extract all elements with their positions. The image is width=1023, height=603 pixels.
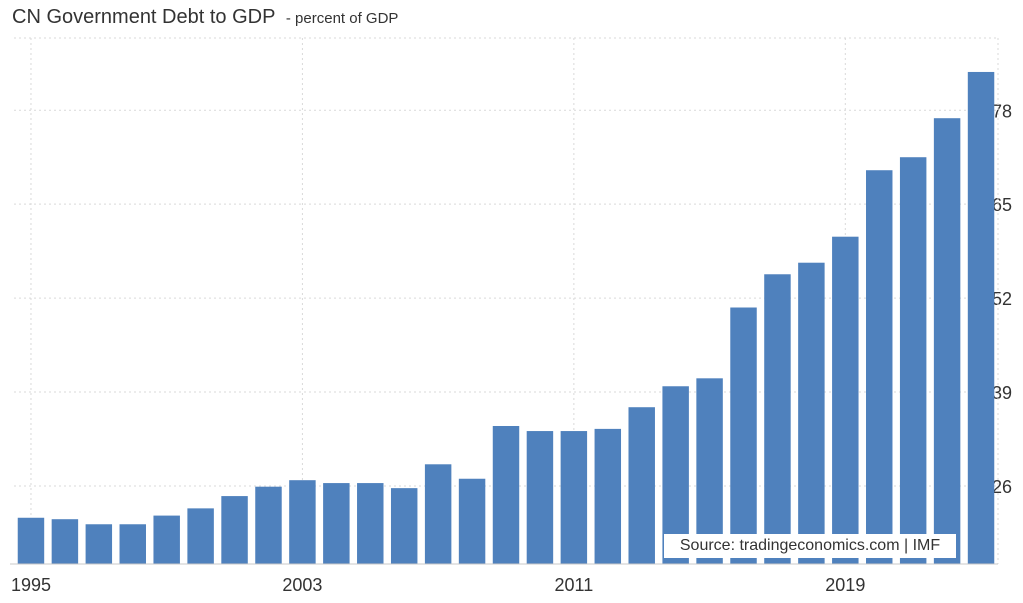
bar-2022 bbox=[933, 118, 961, 564]
y-tick-label: 65 bbox=[992, 195, 1012, 215]
bar-1998 bbox=[119, 524, 146, 564]
bar-2006 bbox=[390, 488, 418, 564]
bar-2000 bbox=[187, 508, 214, 564]
x-tick-label: 2003 bbox=[282, 575, 322, 595]
x-tick-label: 2019 bbox=[825, 575, 865, 595]
bar-1996 bbox=[51, 519, 79, 564]
bar-2004 bbox=[323, 483, 350, 564]
bar-2021 bbox=[899, 157, 927, 564]
bar-2019 bbox=[832, 236, 859, 564]
bar-2009 bbox=[492, 425, 520, 564]
bar-2005 bbox=[357, 483, 384, 564]
bar-2015 bbox=[696, 378, 723, 564]
bar-2002 bbox=[255, 486, 282, 564]
bar-2003 bbox=[289, 480, 316, 564]
bar-2016 bbox=[730, 307, 757, 564]
chart-title-row: CN Government Debt to GDP - percent of G… bbox=[12, 6, 398, 29]
chart-subtitle: - percent of GDP bbox=[285, 10, 399, 27]
chart-title: CN Government Debt to GDP bbox=[12, 6, 276, 28]
x-tick-label: 1995 bbox=[11, 575, 51, 595]
y-tick-label: 78 bbox=[992, 101, 1012, 121]
x-tick-label: 2011 bbox=[555, 575, 594, 595]
bar-2010 bbox=[526, 431, 554, 564]
bar-2008 bbox=[458, 478, 486, 564]
bar-2001 bbox=[221, 496, 248, 564]
bar-2011 bbox=[560, 431, 588, 564]
bar-2013 bbox=[628, 407, 655, 564]
source-label: Source: tradingeconomics.com | IMF bbox=[664, 534, 956, 558]
bar-2020 bbox=[866, 170, 893, 564]
bar-2012 bbox=[594, 428, 622, 564]
bar-2017 bbox=[764, 274, 791, 564]
bar-2018 bbox=[798, 262, 825, 564]
bar-2023 bbox=[967, 71, 995, 564]
bar-1999 bbox=[153, 515, 180, 564]
y-tick-label: 26 bbox=[992, 477, 1012, 497]
bar-1995 bbox=[17, 517, 45, 564]
y-tick-label: 52 bbox=[992, 289, 1012, 309]
bar-2007 bbox=[424, 464, 452, 564]
bar-1997 bbox=[85, 524, 113, 564]
y-tick-label: 39 bbox=[992, 383, 1012, 403]
